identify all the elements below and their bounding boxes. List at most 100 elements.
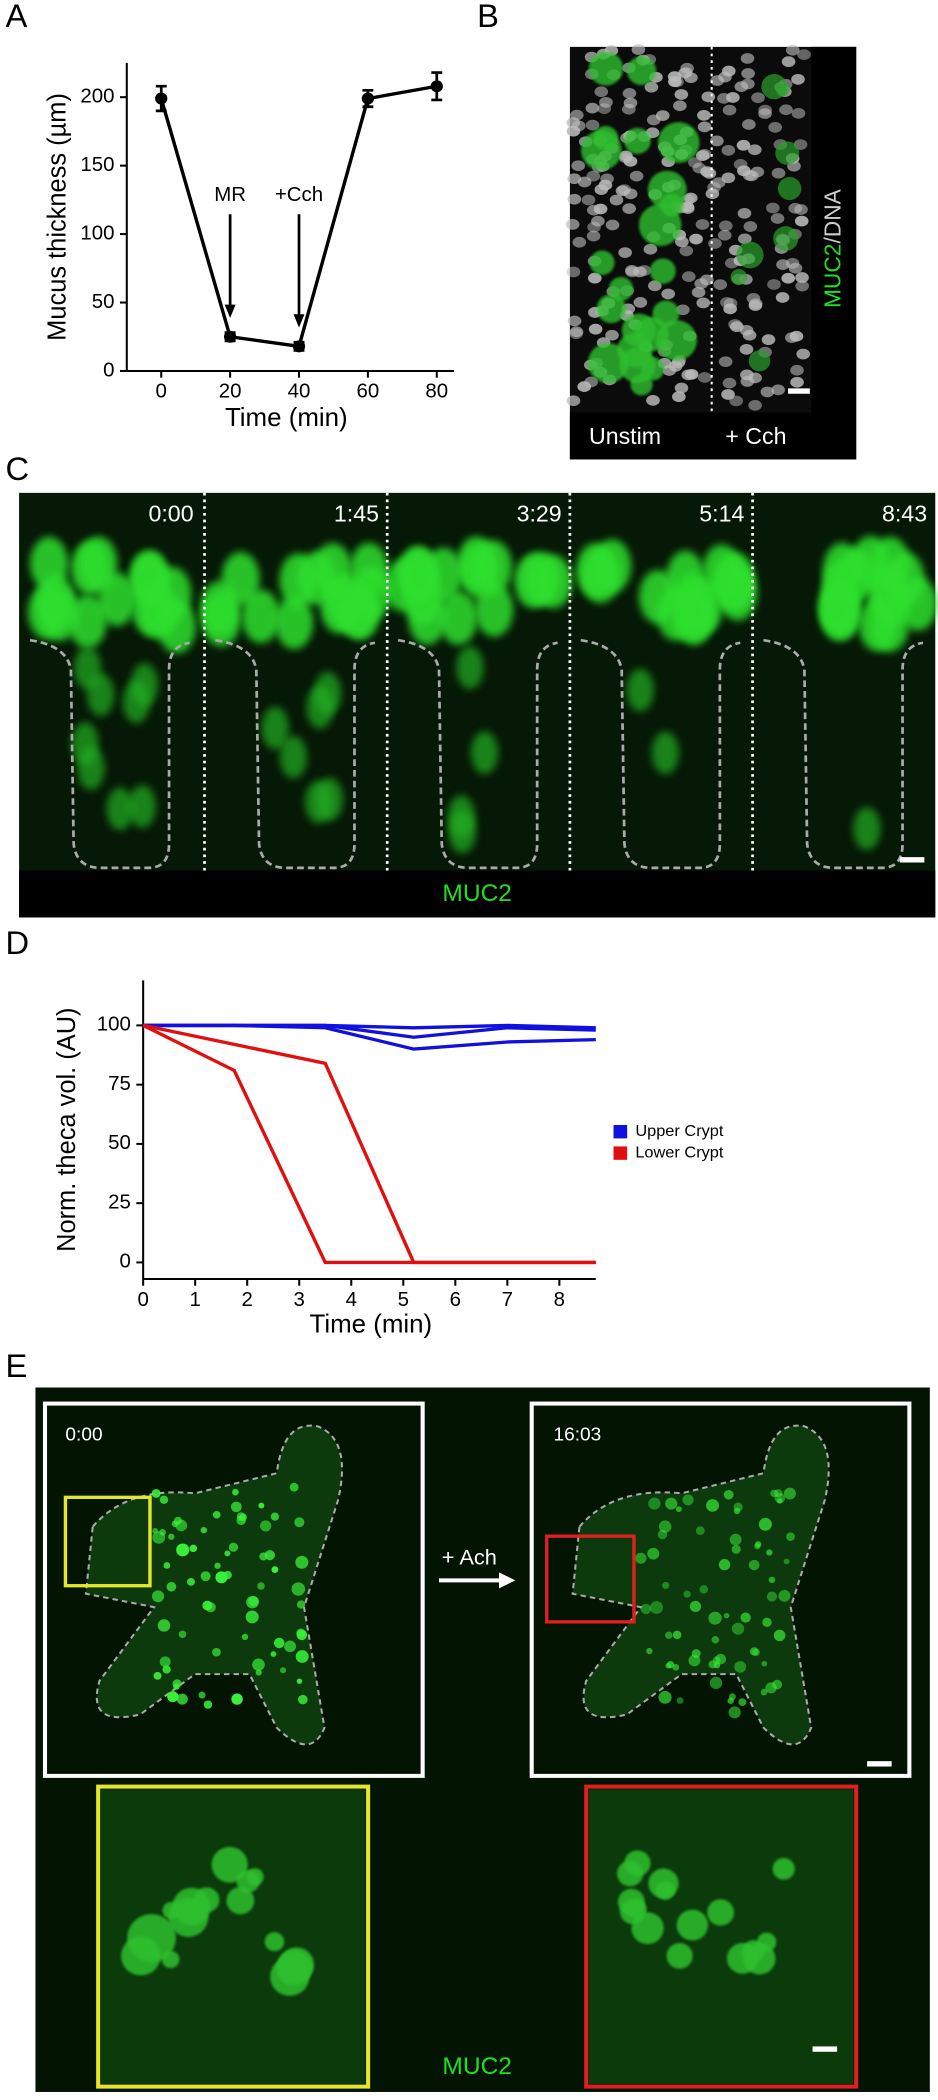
goblet-cell xyxy=(619,347,656,384)
granule xyxy=(624,1850,651,1877)
nucleus xyxy=(717,229,732,241)
granule xyxy=(223,1570,232,1580)
granule xyxy=(152,1531,166,1544)
nucleus xyxy=(768,121,783,133)
goblet-cell xyxy=(818,578,857,633)
y-axis-label: Norm. theca vol. (AU) xyxy=(53,1007,81,1251)
granule xyxy=(198,1691,206,1699)
nucleus xyxy=(708,238,722,249)
time-label: 8:43 xyxy=(882,501,927,527)
granule xyxy=(733,1507,741,1515)
nucleus xyxy=(569,328,583,340)
granule xyxy=(271,1566,279,1573)
nucleus xyxy=(747,144,762,156)
x-tick-label: 0 xyxy=(137,1289,148,1311)
granule xyxy=(646,1647,653,1655)
crypt-outline xyxy=(29,638,190,870)
legend-swatch xyxy=(613,1125,628,1139)
granule xyxy=(278,1947,315,1982)
granule xyxy=(766,1591,778,1602)
granule xyxy=(689,1600,702,1612)
nucleus xyxy=(625,266,639,278)
granule xyxy=(749,1647,759,1656)
x-tick-label: 5 xyxy=(398,1289,409,1311)
goblet-cell xyxy=(621,313,657,348)
granule xyxy=(774,1492,786,1504)
y-tick-label: 50 xyxy=(92,291,115,313)
goblet-cell xyxy=(36,574,75,629)
goblet-cell xyxy=(596,294,627,324)
nucleus xyxy=(721,144,736,156)
granule xyxy=(665,1631,673,1639)
granule xyxy=(635,1552,647,1564)
nucleus xyxy=(672,391,686,403)
goblet-cell xyxy=(79,536,118,591)
goblet-cell xyxy=(652,300,680,327)
nucleus xyxy=(713,279,728,290)
granule xyxy=(173,1516,183,1525)
granule xyxy=(226,1887,255,1915)
nucleus xyxy=(683,192,698,204)
goblet-cell xyxy=(534,554,573,609)
goblet-cell xyxy=(128,784,156,828)
granule xyxy=(127,1914,176,1962)
granule xyxy=(682,1494,694,1506)
granule xyxy=(631,1912,664,1945)
goblet-cell xyxy=(314,671,342,715)
annotation-arrow-head xyxy=(224,304,236,319)
goblet-cell xyxy=(649,258,676,284)
goblet-cell xyxy=(130,663,159,706)
granule xyxy=(786,1532,795,1542)
nucleus xyxy=(697,109,711,121)
goblet-cell xyxy=(626,668,654,712)
granule xyxy=(760,1688,768,1696)
nucleus xyxy=(758,108,772,119)
annotation: +Cch xyxy=(275,184,323,206)
x-tick-label: 20 xyxy=(219,381,242,403)
granule xyxy=(772,1857,795,1880)
nucleus xyxy=(742,119,756,130)
nucleus xyxy=(618,247,632,258)
goblet-cell xyxy=(626,56,657,86)
granule xyxy=(205,1602,216,1613)
goblet-cell xyxy=(68,594,107,649)
nucleus xyxy=(770,213,785,224)
granule xyxy=(203,1700,213,1709)
granule xyxy=(228,1542,239,1552)
granule xyxy=(738,1698,747,1707)
nucleus xyxy=(697,148,712,160)
goblet-cell xyxy=(106,787,134,831)
nucleus xyxy=(594,86,609,98)
goblet-cell xyxy=(730,268,748,286)
granule xyxy=(672,1664,680,1671)
time-label: 5:14 xyxy=(699,501,744,527)
granule xyxy=(707,1899,735,1926)
point xyxy=(223,330,237,343)
nucleus xyxy=(700,166,714,177)
goblet-cell xyxy=(593,125,619,151)
granule xyxy=(706,1499,719,1512)
granule xyxy=(151,1488,161,1498)
nucleus xyxy=(609,194,624,206)
nucleus xyxy=(748,399,762,411)
goblet-cell xyxy=(775,141,800,165)
granule xyxy=(159,1656,171,1668)
granule xyxy=(617,1888,645,1916)
granule xyxy=(711,1636,720,1644)
goblet-cell xyxy=(736,241,764,269)
x-tick-label: 60 xyxy=(357,381,380,403)
granule xyxy=(768,1576,776,1584)
crypt-outline xyxy=(580,638,741,870)
granule xyxy=(770,1489,779,1498)
treatment-label: + Ach xyxy=(442,1545,497,1570)
label-bar xyxy=(19,870,936,918)
granule xyxy=(187,1577,195,1586)
granule xyxy=(778,1590,791,1602)
granule xyxy=(176,1693,188,1705)
legend-swatch xyxy=(613,1146,628,1160)
x-tick-label: 7 xyxy=(502,1289,513,1311)
nucleus xyxy=(676,304,690,316)
granule xyxy=(189,1544,198,1553)
nucleus xyxy=(791,107,806,119)
nucleus xyxy=(566,395,581,407)
